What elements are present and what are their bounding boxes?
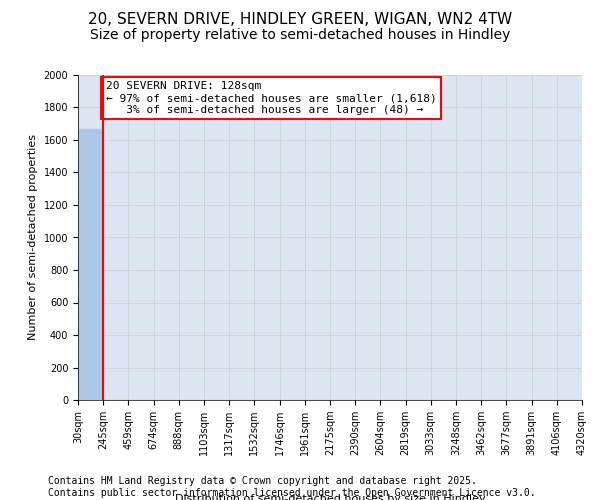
Text: Contains HM Land Registry data © Crown copyright and database right 2025.
Contai: Contains HM Land Registry data © Crown c…	[48, 476, 536, 498]
Text: 20 SEVERN DRIVE: 128sqm
← 97% of semi-detached houses are smaller (1,618)
   3% : 20 SEVERN DRIVE: 128sqm ← 97% of semi-de…	[106, 82, 436, 114]
Bar	[78, 130, 103, 400]
Y-axis label: Number of semi-detached properties: Number of semi-detached properties	[28, 134, 38, 340]
Text: Size of property relative to semi-detached houses in Hindley: Size of property relative to semi-detach…	[90, 28, 510, 42]
X-axis label: Distribution of semi-detached houses by size in Hindley: Distribution of semi-detached houses by …	[175, 494, 485, 500]
Text: 20, SEVERN DRIVE, HINDLEY GREEN, WIGAN, WN2 4TW: 20, SEVERN DRIVE, HINDLEY GREEN, WIGAN, …	[88, 12, 512, 28]
